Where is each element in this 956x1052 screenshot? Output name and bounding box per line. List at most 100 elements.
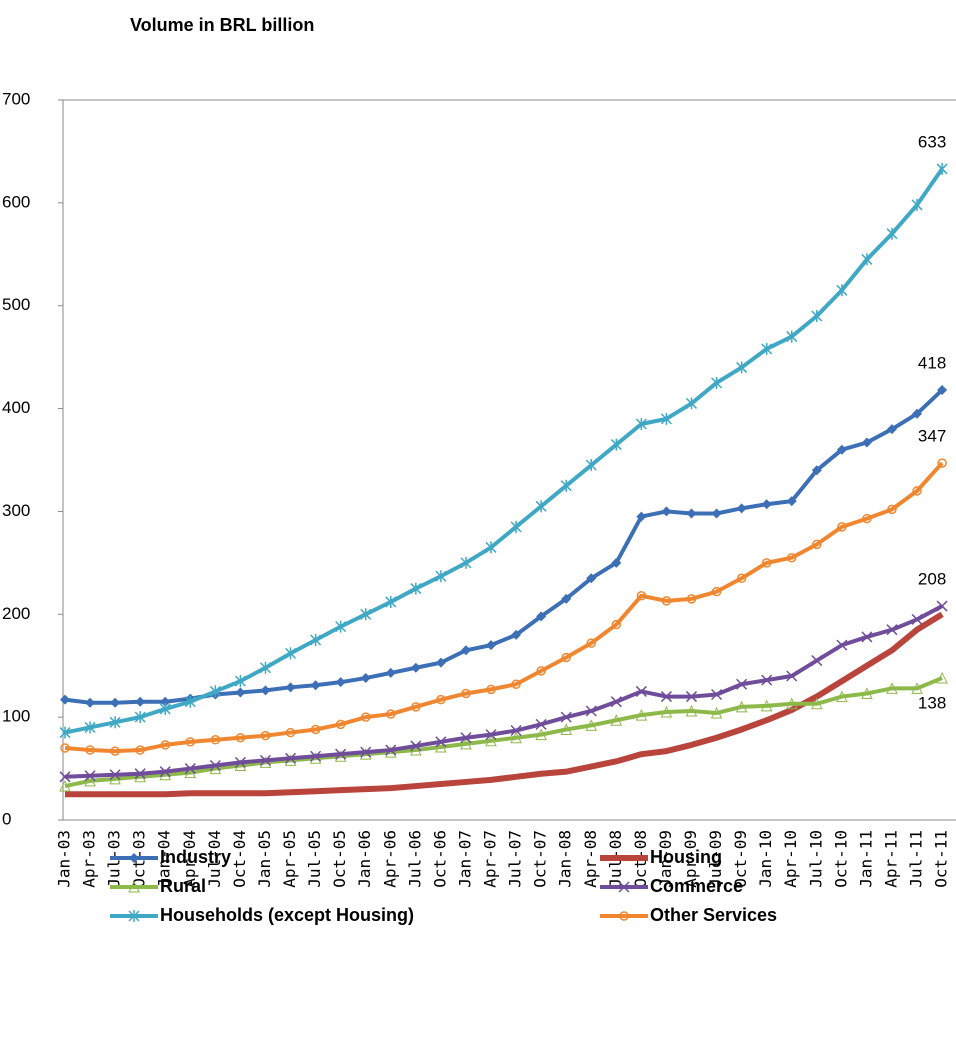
marker <box>812 539 822 550</box>
marker <box>410 662 421 673</box>
marker <box>761 674 773 686</box>
legend-marker <box>128 910 140 922</box>
marker <box>811 465 822 476</box>
marker <box>84 774 96 787</box>
marker <box>386 709 396 719</box>
marker <box>611 557 622 568</box>
marker <box>234 756 246 768</box>
marker <box>736 573 747 584</box>
marker <box>285 682 296 693</box>
marker <box>760 699 773 712</box>
x-tick-label: Jan-09 <box>656 830 675 888</box>
marker <box>610 696 622 708</box>
marker <box>84 721 96 734</box>
marker <box>335 620 347 633</box>
marker <box>511 629 522 640</box>
x-tick-label: Jul-11 <box>907 830 926 888</box>
marker <box>335 677 346 688</box>
marker <box>184 763 196 775</box>
marker <box>886 424 897 435</box>
marker <box>585 459 597 472</box>
marker <box>510 724 522 737</box>
marker <box>912 408 923 419</box>
marker <box>535 718 547 730</box>
marker <box>209 685 221 698</box>
x-tick-label: Apr-11 <box>881 830 900 888</box>
series-line <box>64 461 944 754</box>
legend-label: Commerce <box>650 876 743 896</box>
marker <box>159 702 171 715</box>
marker <box>685 397 698 410</box>
marker <box>460 732 472 744</box>
marker <box>786 330 798 343</box>
marker <box>360 608 372 621</box>
marker <box>736 678 748 690</box>
marker <box>810 697 823 710</box>
x-tick-label: Apr-08 <box>581 830 600 888</box>
marker <box>736 361 748 374</box>
marker <box>84 770 96 782</box>
x-tick-label: Oct-10 <box>831 830 850 888</box>
marker <box>711 586 722 597</box>
x-tick-label: Oct-05 <box>330 830 349 888</box>
marker <box>862 513 872 524</box>
marker <box>735 700 748 713</box>
x-tick-label: Apr-05 <box>280 830 299 888</box>
marker <box>686 594 697 604</box>
x-tick-label: Oct-09 <box>731 830 750 888</box>
marker <box>260 685 271 696</box>
marker <box>260 730 271 741</box>
x-tick-label: Jul-09 <box>706 830 725 888</box>
marker <box>435 657 446 668</box>
y-tick-label: 400 <box>2 398 30 417</box>
x-tick-label: Jan-07 <box>455 830 474 888</box>
marker <box>686 508 697 519</box>
marker <box>134 711 146 724</box>
marker <box>586 573 597 584</box>
marker <box>936 671 948 684</box>
marker <box>385 595 397 608</box>
marker <box>636 591 647 601</box>
marker <box>710 706 723 719</box>
marker <box>861 437 872 448</box>
marker <box>460 737 472 750</box>
marker <box>59 779 71 792</box>
x-tick-label: Jan-03 <box>55 830 74 888</box>
x-tick-label: Jan-10 <box>756 830 775 888</box>
series-line <box>64 604 944 779</box>
x-tick-label: Jan-11 <box>856 830 875 888</box>
marker <box>210 735 221 745</box>
marker <box>410 743 422 756</box>
marker <box>109 772 121 785</box>
marker <box>660 705 673 718</box>
marker <box>436 694 446 705</box>
marker <box>209 759 221 772</box>
marker <box>936 600 948 612</box>
y-tick-label: 300 <box>2 501 30 520</box>
marker <box>460 556 472 569</box>
marker <box>736 503 747 514</box>
x-tick-label: Jul-07 <box>506 830 525 888</box>
marker <box>660 691 672 703</box>
marker <box>159 766 171 778</box>
marker <box>385 667 396 678</box>
marker <box>510 520 522 533</box>
marker <box>235 687 246 698</box>
marker <box>285 647 297 660</box>
legend-marker <box>619 911 629 921</box>
marker <box>485 734 497 747</box>
marker <box>636 511 647 522</box>
marker <box>911 198 923 211</box>
x-tick-label: Oct-06 <box>430 830 449 888</box>
x-tick-label: Jul-05 <box>305 830 324 888</box>
plot-frame <box>62 99 956 821</box>
marker <box>410 740 422 752</box>
marker <box>511 679 521 689</box>
x-tick-label: Jul-04 <box>205 830 224 888</box>
marker <box>535 500 547 513</box>
marker <box>836 284 848 297</box>
marker <box>635 708 648 721</box>
marker <box>661 596 672 606</box>
marker <box>937 458 947 468</box>
